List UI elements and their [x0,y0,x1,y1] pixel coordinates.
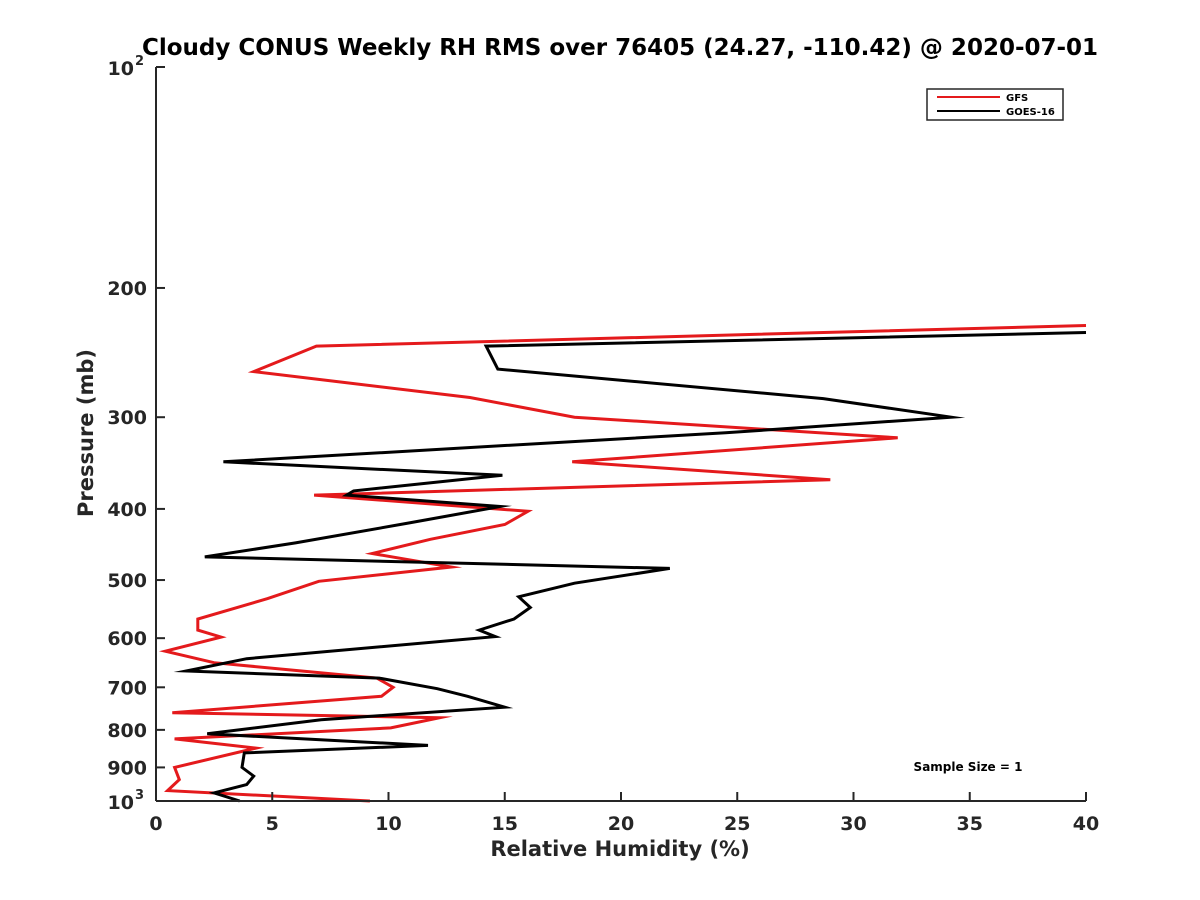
x-tick-label: 35 [957,813,983,835]
x-tick-label: 0 [149,813,162,835]
y-tick-exponent: 3 [135,788,144,803]
sample-size-annotation: Sample Size = 1 [914,760,1023,774]
legend: GFS GOES-16 [926,88,1064,121]
series-line-goes-16 [173,331,1087,803]
y-tick-label: 800 [107,720,147,742]
y-axis-label: Pressure (mb) [74,349,98,517]
x-tick-label: 40 [1073,813,1099,835]
x-tick-label: 5 [266,813,279,835]
x-tick-label: 20 [608,813,634,835]
legend-label-gfs: GFS [1006,93,1028,104]
x-tick-label: 30 [840,813,866,835]
y-tick-label: 900 [107,757,147,779]
x-tick-label: 25 [724,813,750,835]
y-tick-exponent: 2 [135,54,144,69]
x-axis-ticks: 0 5 10 15 20 25 30 35 40 [149,792,1099,835]
y-tick-label: 700 [107,677,147,699]
x-axis-label: Relative Humidity (%) [490,837,749,861]
y-tick-label: 500 [107,570,147,592]
y-tick-label: 200 [107,278,147,300]
y-tick-label: 10 [108,58,134,80]
plot-series [158,324,1087,803]
x-tick-label: 10 [375,813,401,835]
y-tick-label: 600 [107,628,147,650]
y-tick-label: 300 [107,407,147,429]
chart-title: Cloudy CONUS Weekly RH RMS over 76405 (2… [142,35,1098,61]
y-tick-label: 10 [108,792,134,814]
y-tick-label: 400 [107,499,147,521]
legend-label-goes-16: GOES-16 [1006,107,1055,118]
legend-box [926,88,1064,121]
x-tick-label: 15 [492,813,518,835]
